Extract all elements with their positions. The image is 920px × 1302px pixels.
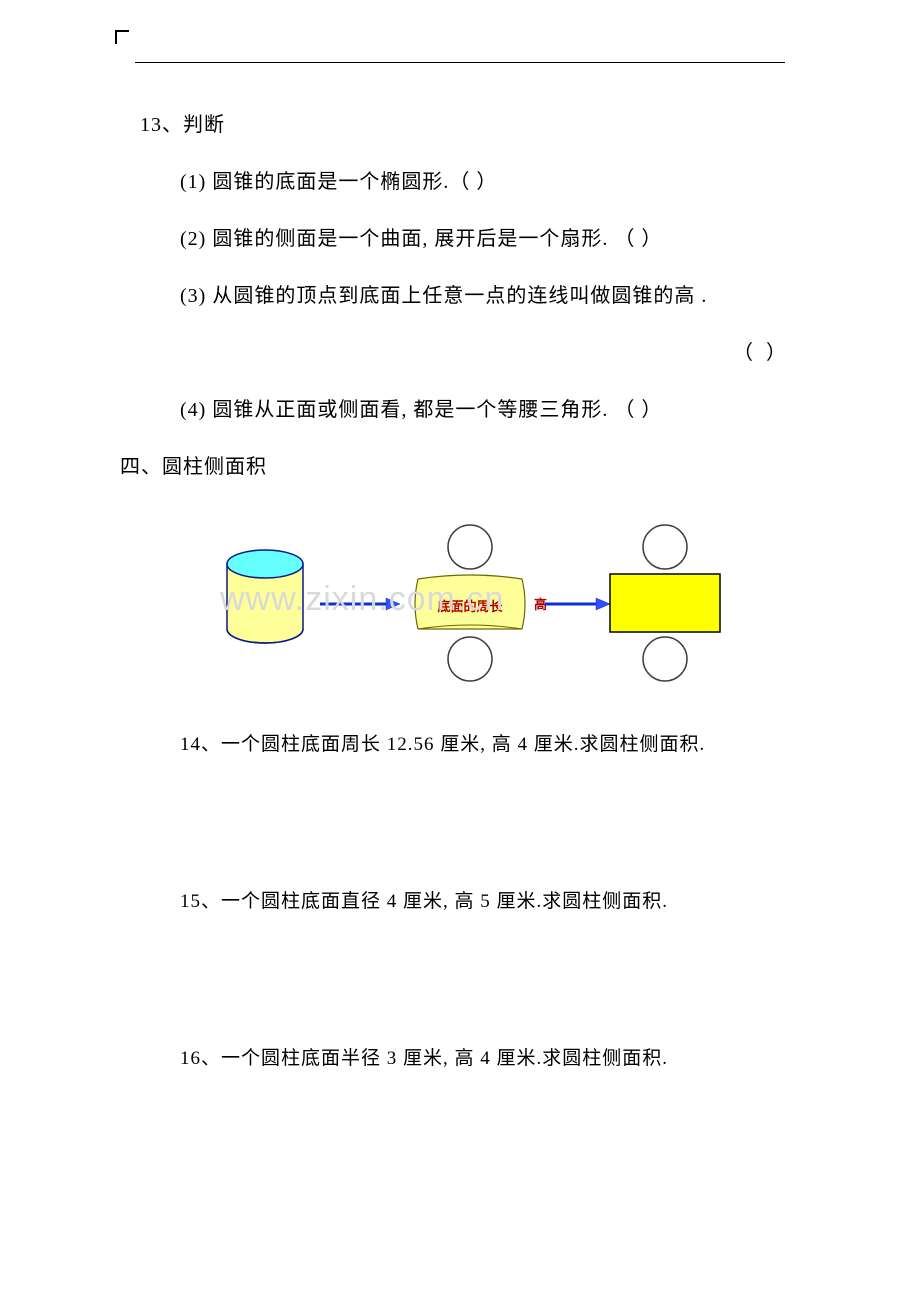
svg-text:底面的周长: 底面的周长 [437, 599, 503, 614]
q13-number: 13、判断 [140, 108, 800, 137]
q13-item-2: (2) 圆锥的侧面是一个曲面, 展开后是一个扇形. （ ） [180, 222, 800, 251]
q13-item-4: (4) 圆锥从正面或侧面看, 都是一个等腰三角形. （ ） [180, 393, 800, 422]
diagram-container: 底面的周长高 [120, 509, 800, 689]
cylinder-unroll-diagram: 底面的周长高 [190, 509, 730, 689]
page-content: 13、判断 (1) 圆锥的底面是一个椭圆形.（ ） (2) 圆锥的侧面是一个曲面… [0, 0, 920, 1130]
q15-text: 15、一个圆柱底面直径 4 厘米, 高 5 厘米.求圆柱侧面积. [180, 886, 800, 913]
q14-text: 14、一个圆柱底面周长 12.56 厘米, 高 4 厘米.求圆柱侧面积. [180, 729, 800, 756]
section-4-title: 四、圆柱侧面积 [120, 450, 800, 479]
q13-item-3: (3) 从圆锥的顶点到底面上任意一点的连线叫做圆锥的高 . [180, 279, 800, 308]
q16-text: 16、一个圆柱底面半径 3 厘米, 高 4 厘米.求圆柱侧面积. [180, 1043, 800, 1070]
q13-item-1: (1) 圆锥的底面是一个椭圆形.（ ） [180, 165, 800, 194]
q13-item-3-paren: （ ） [120, 336, 790, 365]
